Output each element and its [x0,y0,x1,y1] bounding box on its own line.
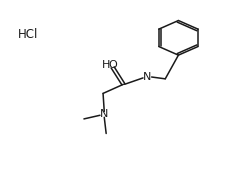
Text: H: H [102,60,110,70]
Text: N: N [143,72,151,82]
Text: N: N [100,109,108,119]
Text: HCl: HCl [18,28,38,41]
Text: O: O [108,60,117,70]
